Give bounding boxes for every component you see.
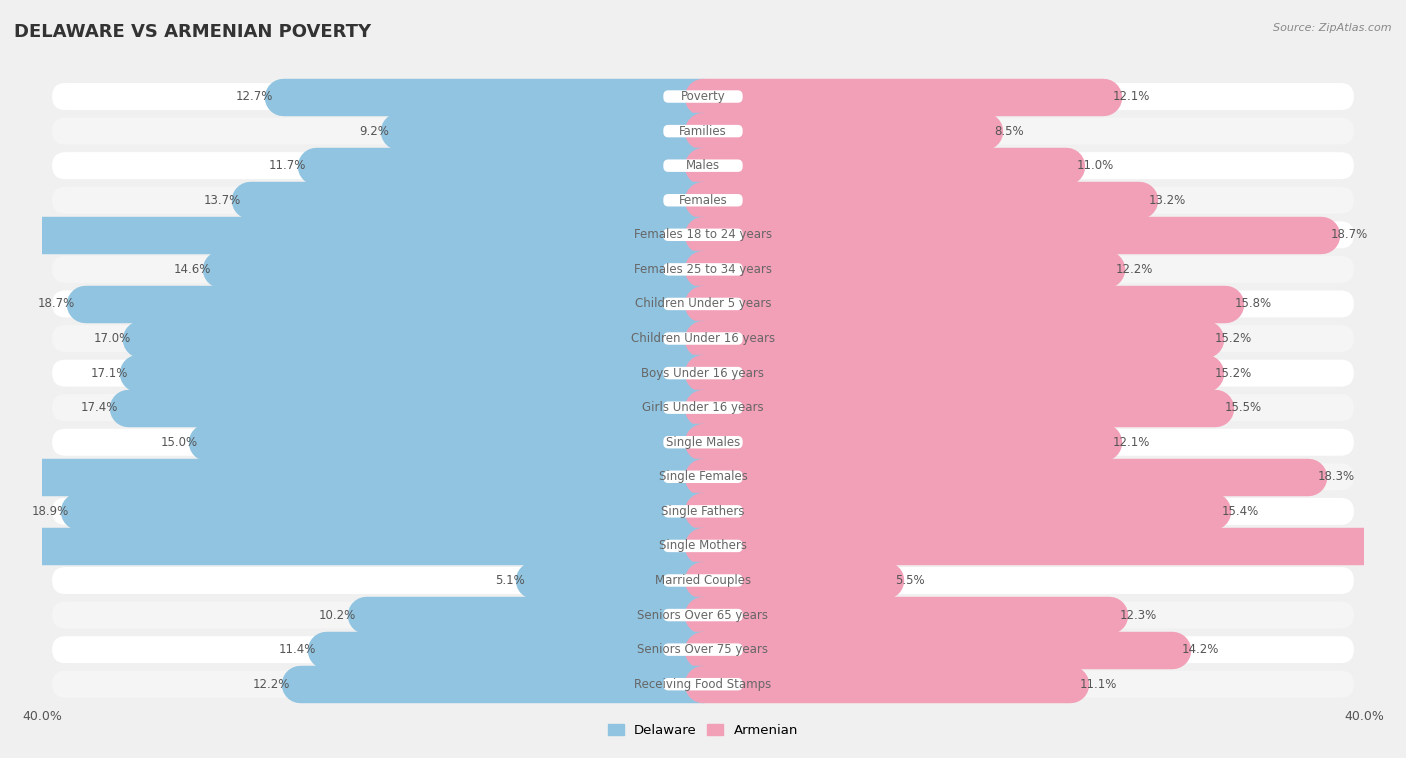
Text: 12.7%: 12.7%	[236, 90, 273, 103]
Text: Females: Females	[679, 194, 727, 207]
Text: Single Females: Single Females	[658, 470, 748, 484]
FancyBboxPatch shape	[664, 644, 742, 656]
Text: Families: Families	[679, 124, 727, 138]
Text: 12.3%: 12.3%	[1119, 609, 1157, 622]
FancyBboxPatch shape	[664, 125, 742, 137]
FancyBboxPatch shape	[52, 290, 1354, 318]
Text: Source: ZipAtlas.com: Source: ZipAtlas.com	[1274, 23, 1392, 33]
Text: Children Under 5 years: Children Under 5 years	[634, 297, 772, 311]
Text: Seniors Over 65 years: Seniors Over 65 years	[637, 609, 769, 622]
FancyBboxPatch shape	[52, 532, 1354, 559]
Text: 17.1%: 17.1%	[91, 367, 128, 380]
Text: 15.8%: 15.8%	[1234, 297, 1272, 311]
Text: 11.0%: 11.0%	[1077, 159, 1114, 172]
Text: 18.7%: 18.7%	[38, 297, 76, 311]
Text: 13.7%: 13.7%	[204, 194, 240, 207]
Text: DELAWARE VS ARMENIAN POVERTY: DELAWARE VS ARMENIAN POVERTY	[14, 23, 371, 41]
FancyBboxPatch shape	[664, 90, 742, 103]
Text: 9.2%: 9.2%	[360, 124, 389, 138]
FancyBboxPatch shape	[52, 636, 1354, 663]
Text: 14.6%: 14.6%	[173, 263, 211, 276]
FancyBboxPatch shape	[52, 429, 1354, 456]
Text: Single Mothers: Single Mothers	[659, 540, 747, 553]
Text: Single Fathers: Single Fathers	[661, 505, 745, 518]
Text: Girls Under 16 years: Girls Under 16 years	[643, 401, 763, 414]
Text: 15.2%: 15.2%	[1215, 332, 1253, 345]
Text: Poverty: Poverty	[681, 90, 725, 103]
FancyBboxPatch shape	[52, 152, 1354, 179]
Text: Females 25 to 34 years: Females 25 to 34 years	[634, 263, 772, 276]
Text: Married Couples: Married Couples	[655, 574, 751, 587]
Text: 17.4%: 17.4%	[80, 401, 118, 414]
FancyBboxPatch shape	[52, 256, 1354, 283]
Text: 14.2%: 14.2%	[1182, 643, 1219, 656]
FancyBboxPatch shape	[664, 332, 742, 345]
FancyBboxPatch shape	[52, 83, 1354, 110]
FancyBboxPatch shape	[664, 540, 742, 552]
Text: Females 18 to 24 years: Females 18 to 24 years	[634, 228, 772, 241]
Text: 11.7%: 11.7%	[269, 159, 307, 172]
FancyBboxPatch shape	[52, 463, 1354, 490]
Legend: Delaware, Armenian: Delaware, Armenian	[603, 719, 803, 742]
FancyBboxPatch shape	[664, 263, 742, 276]
Text: 15.2%: 15.2%	[1215, 367, 1253, 380]
FancyBboxPatch shape	[664, 402, 742, 414]
FancyBboxPatch shape	[52, 325, 1354, 352]
FancyBboxPatch shape	[664, 229, 742, 241]
FancyBboxPatch shape	[52, 221, 1354, 249]
FancyBboxPatch shape	[52, 359, 1354, 387]
Text: 12.2%: 12.2%	[253, 678, 290, 691]
FancyBboxPatch shape	[664, 436, 742, 449]
Text: 15.4%: 15.4%	[1222, 505, 1258, 518]
Text: 12.2%: 12.2%	[1116, 263, 1153, 276]
FancyBboxPatch shape	[664, 298, 742, 310]
FancyBboxPatch shape	[664, 159, 742, 172]
FancyBboxPatch shape	[52, 186, 1354, 214]
Text: Seniors Over 75 years: Seniors Over 75 years	[637, 643, 769, 656]
Text: 8.5%: 8.5%	[994, 124, 1024, 138]
FancyBboxPatch shape	[52, 671, 1354, 697]
FancyBboxPatch shape	[664, 471, 742, 483]
FancyBboxPatch shape	[52, 567, 1354, 594]
Text: Children Under 16 years: Children Under 16 years	[631, 332, 775, 345]
FancyBboxPatch shape	[664, 609, 742, 622]
FancyBboxPatch shape	[52, 117, 1354, 145]
Text: 12.1%: 12.1%	[1112, 436, 1150, 449]
Text: 5.5%: 5.5%	[894, 574, 924, 587]
Text: 18.9%: 18.9%	[31, 505, 69, 518]
Text: 11.4%: 11.4%	[278, 643, 316, 656]
Text: 12.1%: 12.1%	[1112, 90, 1150, 103]
FancyBboxPatch shape	[664, 505, 742, 518]
Text: 18.7%: 18.7%	[1330, 228, 1368, 241]
Text: 15.5%: 15.5%	[1225, 401, 1263, 414]
Text: Receiving Food Stamps: Receiving Food Stamps	[634, 678, 772, 691]
FancyBboxPatch shape	[664, 575, 742, 587]
Text: 17.0%: 17.0%	[94, 332, 131, 345]
FancyBboxPatch shape	[664, 367, 742, 379]
Text: 10.2%: 10.2%	[319, 609, 356, 622]
FancyBboxPatch shape	[664, 194, 742, 206]
Text: 13.2%: 13.2%	[1149, 194, 1187, 207]
FancyBboxPatch shape	[52, 394, 1354, 421]
FancyBboxPatch shape	[664, 678, 742, 691]
FancyBboxPatch shape	[52, 498, 1354, 525]
Text: 15.0%: 15.0%	[160, 436, 197, 449]
Text: 18.3%: 18.3%	[1317, 470, 1355, 484]
Text: Males: Males	[686, 159, 720, 172]
Text: Single Males: Single Males	[666, 436, 740, 449]
Text: 11.1%: 11.1%	[1080, 678, 1116, 691]
Text: Boys Under 16 years: Boys Under 16 years	[641, 367, 765, 380]
FancyBboxPatch shape	[52, 602, 1354, 628]
Text: 5.1%: 5.1%	[495, 574, 524, 587]
